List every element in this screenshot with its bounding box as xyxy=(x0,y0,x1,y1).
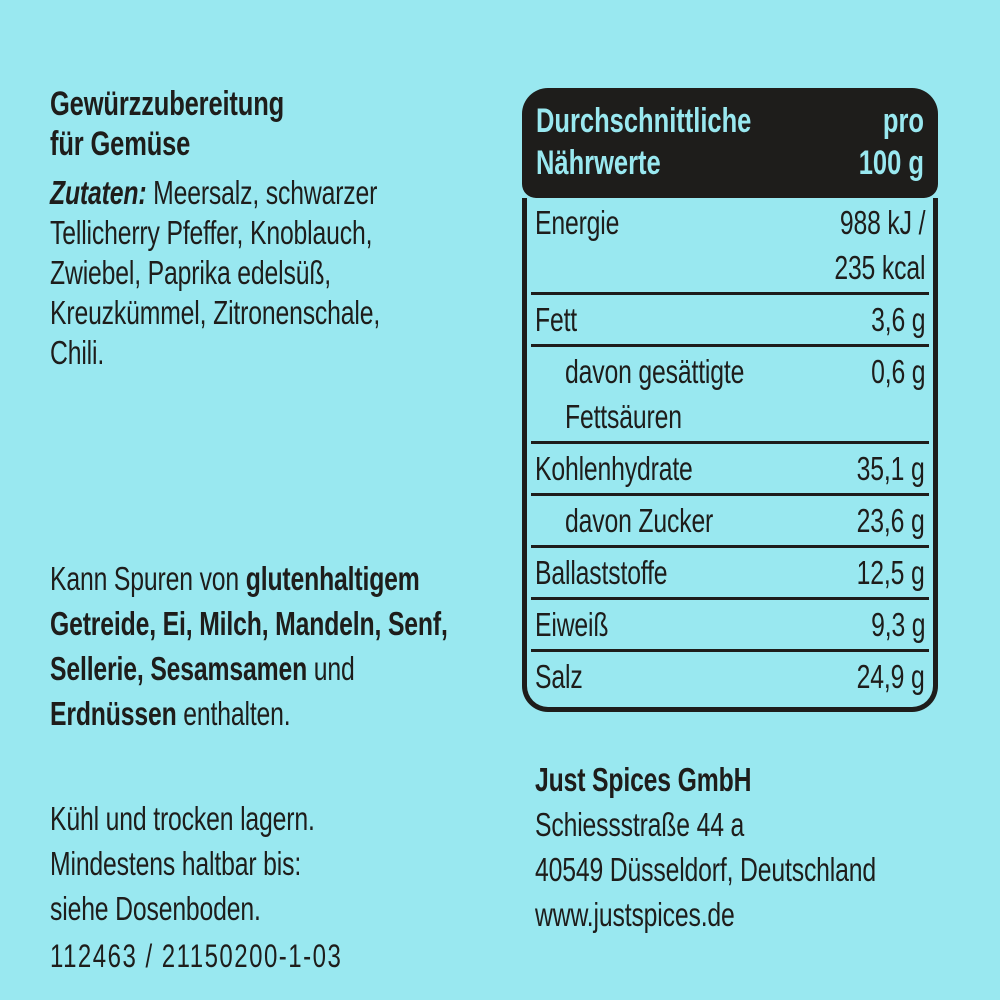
batch-code: 112463 / 21150200-1-03 xyxy=(50,938,343,974)
nutrient-value: 988 kJ / 235 kcal xyxy=(834,204,925,286)
product-title: Gewürzzubereitung für Gemüse xyxy=(50,84,362,164)
ingredients-line: Kreuzkümmel, Zitronenschale, xyxy=(50,294,381,331)
allergen-line: Getreide, Ei, Milch, Mandeln, Senf, xyxy=(50,605,448,642)
ingredients-line: Chili. xyxy=(50,334,105,371)
nutrient-name: Fett xyxy=(535,301,578,338)
storage-instructions: Kühl und trocken lagern. Mindestens halt… xyxy=(50,796,403,931)
nutrition-header-unit-line: 100 g xyxy=(858,144,924,182)
nutrient-name: davon Zucker xyxy=(565,502,714,539)
nutrition-row: Salz 24,9 g xyxy=(531,652,929,701)
storage-line: siehe Dosenboden. xyxy=(50,890,261,927)
nutrition-row: Ballaststoffe 12,5 g xyxy=(531,548,929,600)
storage-line: Mindestens haltbar bis: xyxy=(50,845,302,882)
nutrient-value: 24,9 g xyxy=(857,658,925,695)
nutrition-header-unit: pro 100 g xyxy=(859,100,924,198)
nutrition-row: davon Zucker 23,6 g xyxy=(531,496,929,548)
nutrient-value: 23,6 g xyxy=(857,502,925,539)
nutrition-row: Energie 988 kJ / 235 kcal xyxy=(531,198,929,295)
nutrient-name: Kohlenhydrate xyxy=(535,450,693,487)
ingredients-line: Zutaten: Meersalz, schwarzer xyxy=(50,174,378,211)
nutrient-name: Eiweiß xyxy=(535,606,609,643)
nutrient-name: Energie xyxy=(535,204,620,241)
nutrition-row: davon gesättigte Fettsäuren 0,6 g xyxy=(531,347,929,444)
nutrient-value: 9,3 g xyxy=(870,606,925,643)
manufacturer-address: Just Spices GmbH Schiessstraße 44 a 4054… xyxy=(535,757,990,937)
product-title-line: für Gemüse xyxy=(50,125,191,163)
nutrition-table-body: Energie 988 kJ / 235 kcal Fett 3,6 g dav… xyxy=(522,198,938,712)
nutrition-row: Kohlenhydrate 35,1 g xyxy=(531,444,929,496)
nutrition-header-title-line: Durchschnittliche xyxy=(536,102,752,140)
nutrition-table: Durchschnittliche Nährwerte pro 100 g En… xyxy=(522,88,938,712)
nutrition-header-title-line: Nährwerte xyxy=(536,144,661,182)
nutrient-value: 35,1 g xyxy=(857,450,925,487)
product-title-line: Gewürzzubereitung xyxy=(50,85,285,123)
address-line: www.justspices.de xyxy=(535,896,735,933)
allergen-notice: Kann Spuren von glutenhaltigem Getreide,… xyxy=(50,556,580,736)
nutrient-value: 12,5 g xyxy=(857,554,925,591)
nutrient-name: Ballaststoffe xyxy=(535,554,668,591)
nutrition-row: Fett 3,6 g xyxy=(531,295,929,347)
allergen-line: Kann Spuren von glutenhaltigem xyxy=(50,560,420,597)
address-line: Just Spices GmbH xyxy=(535,761,752,798)
nutrient-name: Salz xyxy=(535,658,583,695)
allergen-line: Sellerie, Sesamsamen und xyxy=(50,650,355,687)
address-line: Schiessstraße 44 a xyxy=(535,806,745,843)
nutrition-row: Eiweiß 9,3 g xyxy=(531,600,929,652)
nutrition-header-unit-line: pro xyxy=(882,102,924,140)
allergen-line: Erdnüssen enthalten. xyxy=(50,695,291,732)
ingredients-line: Zwiebel, Paprika edelsüß, xyxy=(50,254,332,291)
nutrient-name: davon gesättigte Fettsäuren xyxy=(565,353,745,435)
nutrition-table-header: Durchschnittliche Nährwerte pro 100 g xyxy=(522,88,938,198)
nutrient-value: 3,6 g xyxy=(870,301,925,338)
storage-line: Kühl und trocken lagern. xyxy=(50,800,315,837)
nutrition-header-title: Durchschnittliche Nährwerte xyxy=(536,100,751,198)
address-line: 40549 Düsseldorf, Deutschland xyxy=(535,851,876,888)
nutrient-value: 0,6 g xyxy=(870,353,925,390)
ingredients-text: Zutaten: Meersalz, schwarzer Tellicherry… xyxy=(50,173,490,373)
ingredients-line: Tellicherry Pfeffer, Knoblauch, xyxy=(50,214,373,251)
